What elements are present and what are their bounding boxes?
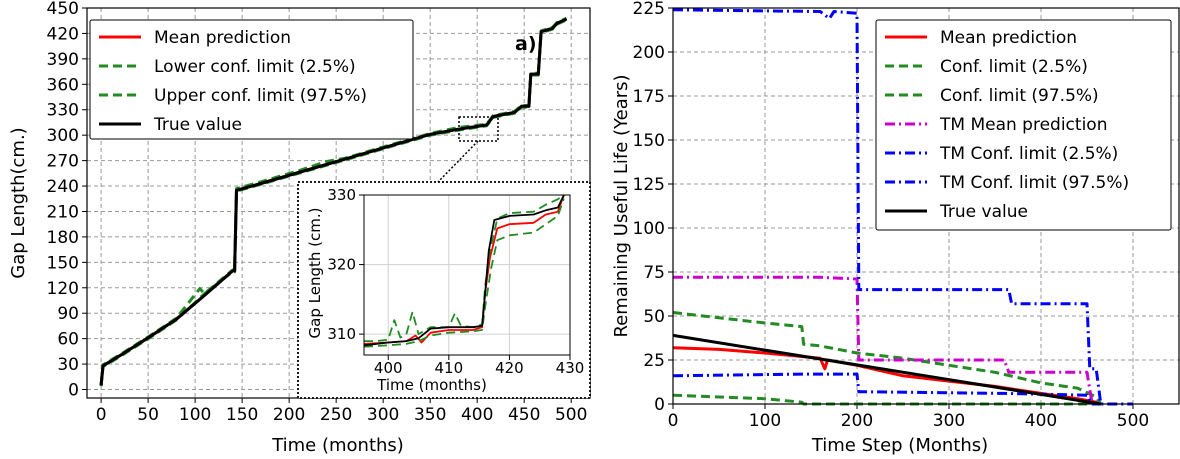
x-tick-label: 350 — [414, 405, 446, 425]
series-upper-conf-limit-97-5 — [364, 194, 565, 343]
legend-a-lower-label: Lower conf. limit (2.5%) — [154, 57, 356, 77]
x-tick-label: 400 — [374, 359, 403, 377]
x-tick-label: 0 — [96, 405, 107, 425]
legend-b-tm-mean-label: TM Mean prediction — [939, 115, 1107, 135]
chart-a-panel-label: a) — [515, 33, 537, 55]
y-tick-label: 330 — [327, 186, 356, 204]
y-tick-label: 300 — [47, 126, 79, 146]
y-tick-label: 75 — [643, 263, 665, 283]
y-tick-label: 100 — [633, 219, 665, 239]
y-tick-label: 200 — [633, 43, 665, 63]
y-tick-label: 420 — [47, 24, 79, 44]
x-tick-label: 420 — [495, 359, 524, 377]
legend-b-conf-low-label: Conf. limit (2.5%) — [940, 57, 1088, 77]
y-tick-label: 320 — [327, 256, 356, 274]
series-conf-limit-97-5 — [672, 311, 1103, 405]
inset-xlabel: Time (months) — [376, 376, 487, 394]
y-tick-label: 175 — [633, 87, 665, 107]
inset-axes-frame — [363, 194, 571, 356]
chart-b-x-ticks: 0 100 200 300 400 500 — [668, 404, 1149, 431]
y-tick-label: 90 — [57, 304, 79, 324]
x-tick-label: 300 — [933, 411, 965, 431]
chart-a-y-ticks: 0 30 60 90 120 150 180 210 240 270 300 330 360 390 420… — [47, 0, 87, 401]
chart-a-ylabel: Gap Length(cm.) — [8, 127, 29, 278]
chart-a-xlabel: Time (months) — [271, 435, 404, 456]
chart-a-zoom-connector — [437, 140, 479, 183]
series-mean-prediction — [363, 194, 565, 345]
legend-b-true-label: True value — [939, 202, 1028, 222]
inset-y-ticks: 310 320 330 — [327, 186, 364, 343]
y-tick-label: 360 — [47, 75, 79, 95]
y-tick-label: 120 — [47, 279, 79, 299]
y-tick-label: 450 — [47, 0, 79, 19]
y-tick-label: 125 — [633, 175, 665, 195]
y-tick-label: 240 — [47, 177, 79, 197]
y-tick-label: 390 — [47, 50, 79, 70]
y-tick-label: 30 — [57, 355, 79, 375]
x-tick-label: 100 — [179, 405, 211, 425]
series-tm-conf-limit-2-5 — [672, 372, 1101, 406]
series-tm-mean-prediction — [673, 275, 1102, 406]
x-tick-label: 500 — [1117, 411, 1149, 431]
y-tick-label: 310 — [327, 325, 356, 343]
y-tick-label: 0 — [68, 381, 79, 401]
x-tick-label: 200 — [841, 411, 873, 431]
y-tick-label: 270 — [47, 152, 79, 172]
legend-a-true-label: True value — [153, 115, 242, 135]
series-true-value — [363, 194, 565, 347]
x-tick-label: 450 — [508, 405, 540, 425]
y-tick-label: 150 — [47, 253, 79, 273]
x-tick-label: 200 — [273, 405, 305, 425]
chart-b-xlabel: Time Step (Months) — [811, 435, 988, 456]
chart-b-y-ticks: 0 25 50 75 100 125 150 175 200 225 — [633, 0, 673, 415]
y-tick-label: 25 — [643, 351, 665, 371]
chart-a-inset: 400 410 420 430 310 320 330 Time (months) Gap… — [297, 181, 591, 399]
inset-series — [363, 194, 565, 348]
y-tick-label: 225 — [633, 0, 665, 19]
x-tick-label: 0 — [668, 411, 679, 431]
chart-b-legend-box — [875, 19, 1172, 231]
x-tick-label: 300 — [367, 405, 399, 425]
chart-b-frame — [672, 7, 1180, 405]
chart-a-x-ticks: 0 50 100 150 200 250 300 350 400 450 500 — [96, 398, 587, 425]
y-tick-label: 60 — [57, 330, 79, 350]
chart-a-zoom-box — [458, 116, 499, 142]
y-tick-label: 150 — [633, 131, 665, 151]
inset-ylabel: Gap Length (cm.) — [306, 208, 324, 339]
y-tick-label: 0 — [654, 395, 665, 415]
chart-b: 0 100 200 300 400 500 0 25 50 75 100 125 150 175 200 2… — [611, 0, 1180, 456]
x-tick-label: 430 — [556, 359, 585, 377]
x-tick-label: 400 — [461, 405, 493, 425]
legend-b-tm-conf-low-label: TM Conf. limit (2.5%) — [939, 144, 1118, 164]
chart-a: 0 50 100 150 200 250 300 350 400 450 500 0 30 60 90 12… — [8, 0, 591, 456]
series-true-value — [99, 17, 568, 386]
chart-b-ylabel: Remaining Useful Life (Years) — [611, 74, 632, 337]
series-true-value — [672, 333, 1102, 406]
y-tick-label: 210 — [47, 202, 79, 222]
x-tick-label: 250 — [320, 405, 352, 425]
y-tick-label: 50 — [643, 307, 665, 327]
x-tick-label: 500 — [555, 405, 587, 425]
chart-b-series — [672, 8, 1133, 406]
y-tick-label: 330 — [47, 101, 79, 121]
x-tick-label: 400 — [1025, 411, 1057, 431]
legend-a-mean-label: Mean prediction — [154, 28, 291, 48]
legend-b-mean-label: Mean prediction — [940, 28, 1077, 48]
inset-x-ticks: 400 410 420 430 — [374, 355, 584, 377]
x-tick-label: 410 — [435, 359, 464, 377]
chart-b-legend: Mean prediction Conf. limit (2.5%) Conf.… — [875, 19, 1172, 231]
legend-b-tm-conf-high-label: TM Conf. limit (97.5%) — [939, 173, 1129, 193]
legend-b-conf-high-label: Conf. limit (97.5%) — [940, 86, 1099, 106]
chart-a-legend-box — [89, 19, 414, 140]
legend-a-upper-label: Upper conf. limit (97.5%) — [154, 86, 367, 106]
x-tick-label: 50 — [137, 405, 159, 425]
y-tick-label: 180 — [47, 228, 79, 248]
x-tick-label: 150 — [226, 405, 258, 425]
x-tick-label: 100 — [749, 411, 781, 431]
chart-a-series — [99, 16, 568, 387]
chart-a-legend: Mean prediction Lower conf. limit (2.5%)… — [89, 19, 414, 140]
